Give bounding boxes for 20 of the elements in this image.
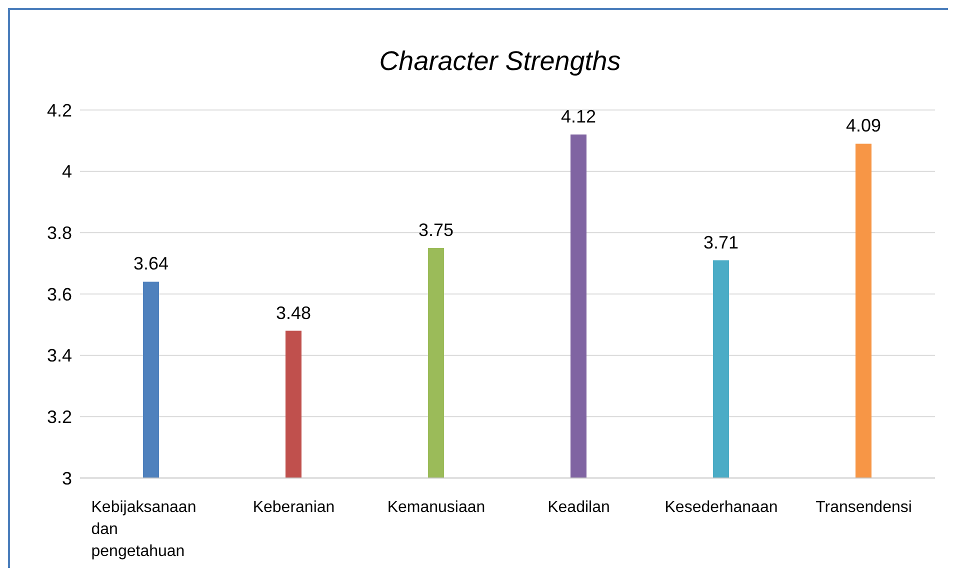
y-tick-label: 3 xyxy=(62,468,72,488)
data-label: 3.64 xyxy=(133,254,169,274)
data-label: 4.09 xyxy=(846,116,882,136)
x-tick-label: Keadilan xyxy=(548,499,610,516)
y-tick-label: 3.8 xyxy=(46,223,72,244)
x-tick-label: Kesederhanaan xyxy=(664,499,778,516)
data-label: 3.48 xyxy=(276,302,312,323)
y-tick-label: 4 xyxy=(62,162,72,182)
y-tick-label: 3.2 xyxy=(46,407,72,428)
data-label: 4.12 xyxy=(560,106,596,127)
data-label: 3.75 xyxy=(418,220,454,240)
data-label: 3.71 xyxy=(703,232,739,252)
x-tick-label: Kemanusiaan xyxy=(387,499,486,516)
y-tick-label: 3.4 xyxy=(46,346,72,366)
x-tick-label: Kebijaksanaan dan pengetahuan xyxy=(91,499,196,560)
chart-title: Character Strengths xyxy=(378,46,622,77)
y-tick-label: 3.6 xyxy=(46,284,72,304)
x-tick-label: Transendensi xyxy=(816,499,912,516)
y-tick-label: 4.2 xyxy=(46,100,72,120)
x-tick-label: Keberanian xyxy=(252,499,335,516)
